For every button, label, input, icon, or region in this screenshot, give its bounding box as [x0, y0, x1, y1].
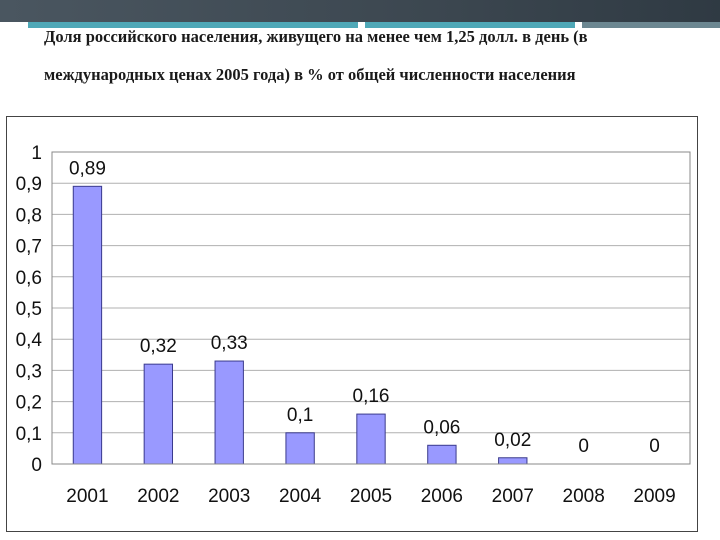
x-tick-labels: 2001 2002 2003 2004 2005 2006 2007 2008 2009 [66, 486, 675, 507]
bar-2003 [214, 360, 244, 465]
bar-2006 [427, 444, 457, 465]
x-tick-label-2002: 2002 [137, 486, 179, 507]
data-label-2009: 0 [649, 436, 660, 457]
data-label-2005: 0,16 [353, 386, 390, 407]
y-tick-label: 0,3 [16, 361, 42, 382]
y-tick-label: 0,7 [16, 237, 42, 258]
data-label-2008: 0 [578, 436, 589, 457]
x-tick-label-2009: 2009 [633, 486, 675, 507]
slide-top-accent [28, 22, 358, 28]
y-tick-label: 0,2 [16, 393, 42, 414]
bar-2002 [143, 363, 174, 465]
bars [72, 185, 528, 465]
y-tick-label: 0,5 [16, 299, 42, 320]
x-tick-label-2004: 2004 [279, 486, 322, 507]
y-tick-label: 0 [31, 455, 42, 476]
x-tick-label-2007: 2007 [492, 486, 534, 507]
x-tick-label-2005: 2005 [350, 486, 392, 507]
slide-top-accent [582, 22, 720, 28]
bar-2005 [356, 413, 386, 465]
y-tick-label: 0,8 [16, 205, 42, 226]
y-tick-label: 1 [31, 143, 42, 164]
data-label-2003: 0,33 [211, 333, 248, 354]
data-label-2004: 0,1 [287, 405, 313, 426]
bar-2007 [498, 457, 528, 465]
y-tick-label: 0,1 [16, 424, 42, 445]
y-tick-label: 0,9 [16, 174, 42, 195]
chart-frame [6, 116, 698, 532]
x-tick-label-2001: 2001 [66, 486, 108, 507]
data-label-2001: 0,89 [69, 158, 106, 179]
y-tick-label: 0,6 [16, 268, 42, 289]
slide-top-accent [365, 22, 575, 28]
data-label-2002: 0,32 [140, 336, 177, 357]
bar-2004 [285, 432, 315, 465]
data-labels: 0,89 0,32 0,33 0,1 0,16 0,06 0,02 0 0 [69, 158, 660, 457]
data-label-2006: 0,06 [423, 417, 460, 438]
slide-top-bar-dark [0, 0, 720, 22]
x-tick-label-2006: 2006 [421, 486, 463, 507]
slide-title: Доля российского населения, живущего на … [44, 27, 588, 84]
plot-area-border [51, 151, 691, 465]
y-tick-label: 0,4 [16, 330, 43, 351]
bar-2001 [72, 185, 103, 465]
x-tick-label-2008: 2008 [563, 486, 605, 507]
data-label-2007: 0,02 [494, 430, 531, 451]
x-tick-label-2003: 2003 [208, 486, 250, 507]
y-tick-labels: 0 0,1 0,2 0,3 0,4 0,5 0,6 0,7 0,8 0,9 1 [16, 143, 43, 476]
slide-top-bar [0, 0, 720, 28]
